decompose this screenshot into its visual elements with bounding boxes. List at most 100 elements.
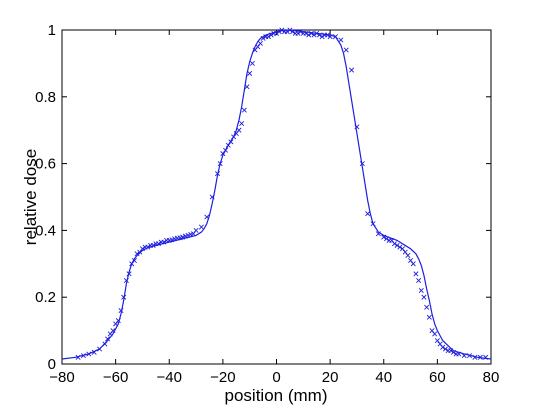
y-tick-label: 0.8 [35, 89, 56, 106]
measured-point-marker [134, 251, 140, 257]
measured-point-marker [327, 34, 333, 40]
measured-point-marker [249, 60, 255, 66]
measured-point-marker [105, 336, 111, 342]
measured-point-marker [284, 29, 290, 35]
measured-point-marker [343, 47, 349, 53]
measured-point-marker [118, 308, 124, 314]
measured-point-marker [190, 231, 196, 237]
x-tick-label: 60 [429, 369, 446, 386]
measured-point-marker [217, 161, 223, 167]
measured-point-marker [257, 40, 263, 46]
measured-point-marker [402, 249, 408, 255]
measured-point-marker [193, 227, 199, 233]
measured-point-marker [145, 244, 151, 250]
measured-point-marker [354, 124, 360, 130]
measured-point-marker [311, 32, 317, 38]
measured-point-marker [381, 234, 387, 240]
measured-point-marker [421, 294, 427, 300]
x-tick-label: 20 [322, 369, 339, 386]
measured-point-marker [102, 341, 108, 347]
measured-point-marker [113, 321, 119, 327]
measured-point-marker [204, 214, 210, 220]
measured-point-marker [437, 341, 443, 347]
measured-point-marker [370, 221, 376, 227]
measured-point-marker [180, 234, 186, 240]
measured-point-marker [365, 211, 371, 217]
x-axis-label: position (mm) [225, 386, 328, 405]
measured-point-marker [298, 29, 304, 35]
measured-point-marker [448, 348, 454, 354]
measured-point-marker [137, 249, 143, 255]
measured-point-marker [231, 134, 237, 140]
measured-point-marker [150, 242, 156, 248]
x-tick-label: −60 [103, 369, 128, 386]
measured-point-marker [316, 32, 322, 38]
measured-point-marker [405, 252, 411, 258]
measured-point-marker [424, 304, 430, 310]
measured-point-marker [461, 353, 467, 359]
series-layer [61, 27, 492, 360]
measured-point-marker [121, 294, 127, 300]
measured-point-marker [123, 277, 129, 284]
measured-point-marker [236, 127, 242, 133]
y-tick-label: 0.6 [35, 156, 56, 173]
measured-point-marker [287, 27, 293, 33]
measured-point-marker [91, 349, 97, 355]
measured-point-marker [129, 261, 135, 267]
plot-area [61, 29, 492, 365]
measured-point-marker [295, 30, 301, 36]
measured-point-marker [442, 346, 448, 352]
measured-point-marker [241, 107, 247, 113]
measured-point-marker [397, 244, 403, 250]
measured-point-marker [440, 344, 446, 350]
measured-point-marker [472, 354, 478, 360]
y-axis-label: relative dose [21, 149, 40, 245]
measured-point-marker [252, 47, 258, 53]
measured-point-marker [169, 237, 175, 243]
measured-point-marker [247, 70, 253, 76]
y-tick-label: 1 [48, 22, 56, 39]
measured-point-marker [225, 142, 231, 148]
measured-point-marker [413, 271, 419, 277]
measured-point-marker [426, 314, 432, 320]
measured-point-marker [86, 351, 92, 357]
tick-labels: −80 −60 −40 −20 0 20 40 60 80 0 0.2 0.4 0.6 0.8 1 [35, 22, 499, 386]
measured-point-marker [314, 30, 320, 36]
fitted-dose-line [61, 29, 492, 360]
measured-point-marker [338, 37, 344, 43]
measured-point-marker [80, 353, 86, 359]
measured-point-marker [408, 257, 414, 263]
measured-point-marker [110, 328, 116, 334]
measured-point-marker [265, 34, 271, 40]
measured-point-marker [303, 30, 309, 36]
x-tick-label: −20 [210, 369, 235, 386]
x-tick-label: 0 [272, 369, 280, 386]
measured-point-marker [319, 34, 325, 40]
measured-point-marker [332, 34, 339, 40]
measured-point-marker [156, 241, 162, 247]
measured-point-marker [349, 67, 355, 73]
measured-point-marker [450, 349, 456, 355]
measured-point-marker [410, 261, 416, 267]
measured-point-marker [239, 121, 245, 127]
measured-point-marker [244, 84, 250, 90]
measured-point-marker [375, 231, 381, 237]
y-tick-label: 0.4 [35, 222, 56, 239]
measured-point-marker [139, 246, 145, 252]
measured-point-marker [260, 35, 266, 41]
measured-point-marker [324, 32, 330, 38]
measured-point-marker [456, 351, 462, 357]
measured-point-marker [107, 331, 113, 337]
measured-point-marker [400, 246, 406, 252]
measured-point-marker [126, 271, 132, 277]
measured-point-marker [185, 232, 191, 238]
x-tick-label: −80 [49, 369, 74, 386]
measured-point-marker [223, 147, 229, 153]
measured-point-marker [290, 29, 296, 35]
measured-point-marker [268, 32, 274, 38]
measured-point-marker [418, 288, 424, 294]
measured-point-marker [75, 354, 81, 360]
axis-ticks [61, 29, 492, 365]
measured-point-marker [434, 338, 440, 344]
